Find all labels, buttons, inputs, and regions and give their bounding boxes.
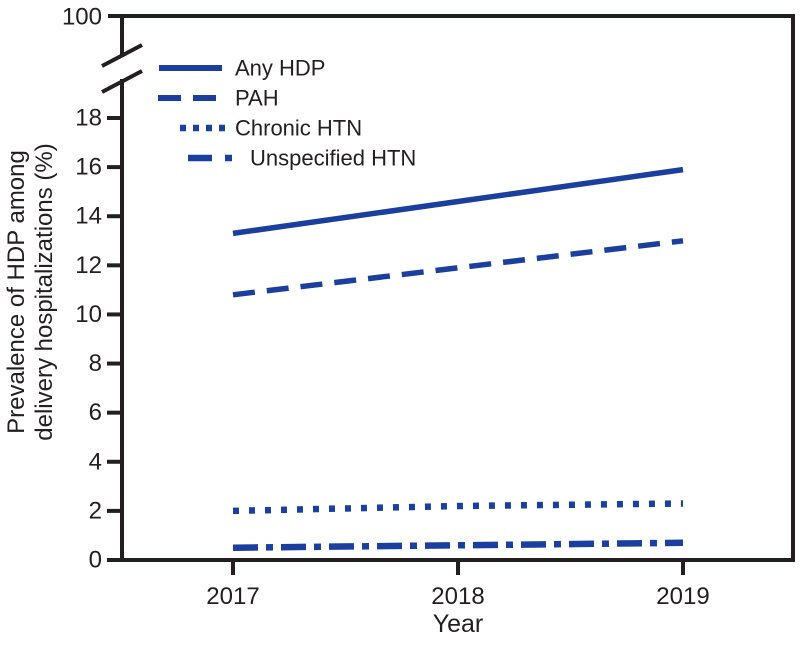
- y-axis-title-line1: Prevalence of HDP among: [3, 150, 30, 434]
- x-axis-title: Year: [433, 610, 484, 638]
- y-tick-label: 12: [75, 252, 102, 279]
- y-tick-label: 8: [89, 350, 102, 377]
- x-tick-label: 2017: [206, 583, 259, 610]
- legend-item-unspecified-htn: Unspecified HTN: [188, 146, 416, 171]
- series-line-pah: [232, 238, 684, 298]
- y-tick-label-top: 100: [62, 4, 102, 31]
- y-tick-label: 10: [75, 301, 102, 328]
- x-axis-ticks: 2017 2018 2019: [206, 560, 710, 610]
- series-line-unspecified-htn: [232, 539, 684, 551]
- series-line-chronic-htn: [232, 500, 684, 515]
- legend-item-chronic-htn: Chronic HTN: [180, 116, 362, 141]
- y-tick-label: 18: [75, 105, 102, 132]
- y-tick-label: 6: [89, 399, 102, 426]
- y-axis-title-line2: delivery hospitalizations (%): [31, 143, 58, 440]
- y-tick-label: 0: [89, 547, 102, 574]
- y-tick-label: 14: [75, 203, 102, 230]
- chart-legend: Any HDP PAH Chronic HTN Unspecified HTN: [158, 56, 416, 171]
- series-line-any-hdp: [232, 166, 684, 237]
- legend-item-any-hdp: Any HDP: [159, 56, 325, 81]
- legend-label: Unspecified HTN: [250, 146, 416, 171]
- legend-item-pah: PAH: [158, 86, 279, 111]
- y-tick-label: 16: [75, 154, 102, 181]
- x-tick-label: 2019: [656, 583, 709, 610]
- y-axis-break-icon: [101, 43, 143, 94]
- y-axis-ticks: 0 2 4 6 8 10 12 14 16 18 100: [62, 4, 122, 574]
- x-tick-label: 2018: [431, 583, 484, 610]
- legend-label: Any HDP: [235, 56, 325, 81]
- data-series: [232, 166, 684, 551]
- y-tick-label: 2: [89, 497, 102, 524]
- y-tick-label: 4: [89, 448, 102, 475]
- legend-label: PAH: [235, 86, 279, 111]
- legend-label: Chronic HTN: [235, 116, 362, 141]
